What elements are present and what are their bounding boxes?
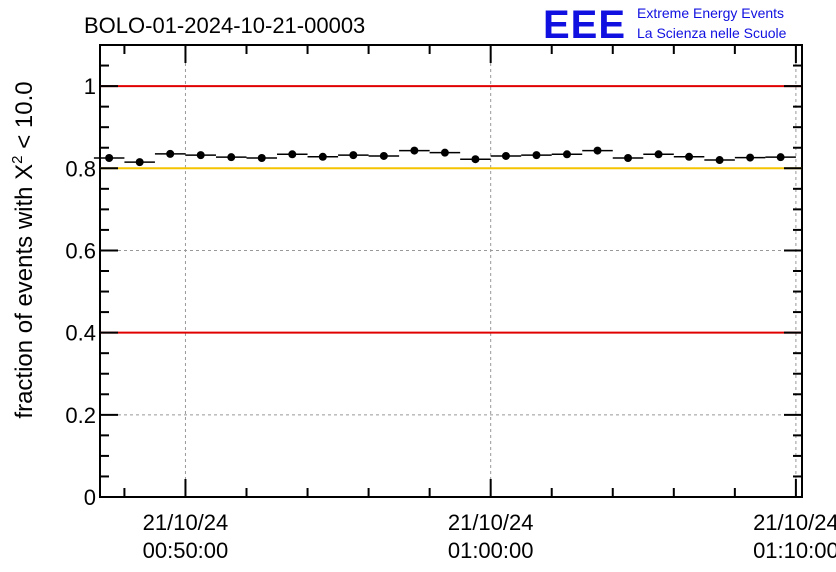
y-tick-label: 0.8 [65,156,96,181]
data-point [471,155,480,164]
data-point [715,156,724,165]
x-tick-label-date: 21/10/24 [143,510,229,535]
y-tick-label: 0 [84,485,96,510]
x-tick-label-time: 01:00:00 [448,538,534,563]
data-point [685,152,694,161]
y-tick-label: 0.2 [65,403,96,428]
x-tick-label-time: 01:10:00 [753,538,836,563]
y-tick-label: 0.4 [65,321,96,346]
y-tick-label: 1 [84,74,96,99]
y-axis-label-prefix: fraction of events with [11,180,38,419]
data-point [257,154,266,162]
y-axis-label: fraction of events with X2 < 10.0 [9,81,38,418]
data-point [746,153,755,162]
data-point [196,151,205,160]
y-axis-label-symbol: X [11,164,38,180]
data-point [532,151,541,160]
y-axis-label-suffix: < 10.0 [11,81,38,155]
chart-title: BOLO-01-2024-10-21-00003 [84,13,365,38]
data-point [501,151,510,160]
x-tick-label-time: 00:50:00 [143,538,229,563]
logo-line1: Extreme Energy Events [637,5,784,21]
data-point [105,154,114,162]
logo-mark: EEE [543,3,626,47]
x-tick-label-date: 21/10/24 [448,510,534,535]
data-point [410,146,419,155]
data-point [166,149,175,158]
y-tick-label: 0.6 [65,238,96,263]
logo-line2: La Scienza nelle Scuole [637,25,787,41]
data-point [318,152,327,161]
data-point [288,150,297,159]
data-point [379,151,388,160]
plot-frame [99,44,803,498]
data-point [654,150,663,159]
data-point [349,151,358,160]
y-axis-label-sup: 2 [9,155,26,163]
data-point [227,153,236,162]
x-tick-label-date: 21/10/24 [753,510,836,535]
data-point [440,148,449,157]
data-point [593,146,602,155]
plot-layer: 0 0.2 0.4 0.6 0.8 1 21/10/24 00:50:00 21/10/24 01… [65,44,836,563]
data-point [562,150,571,159]
data-point [776,153,785,162]
eee-logo: EEE Extreme Energy Events La Scienza nel… [543,3,787,47]
data-point [135,158,144,167]
data-point [624,154,633,162]
